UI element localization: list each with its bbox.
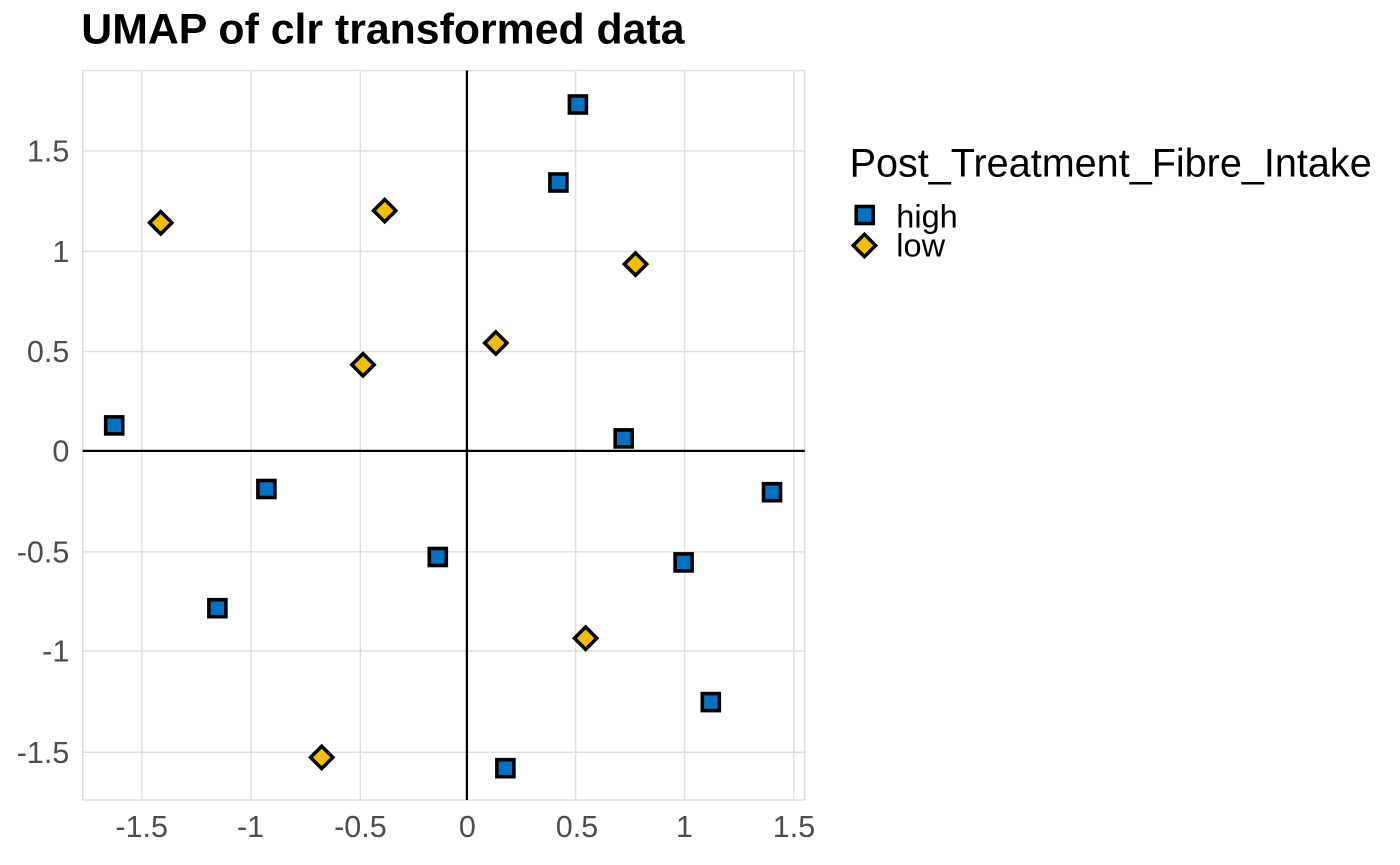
svg-text:-0.5: -0.5 [334, 810, 387, 844]
svg-text:high: high [896, 198, 957, 234]
svg-text:-1.5: -1.5 [115, 810, 168, 844]
svg-text:0: 0 [52, 435, 69, 469]
svg-text:1.5: 1.5 [27, 135, 69, 169]
svg-text:0.5: 0.5 [556, 810, 598, 844]
svg-text:-0.5: -0.5 [17, 535, 70, 569]
svg-text:-1.5: -1.5 [17, 736, 70, 770]
svg-text:1: 1 [52, 235, 69, 269]
svg-text:0.5: 0.5 [27, 335, 69, 369]
svg-text:Post_Treatment_Fibre_Intake: Post_Treatment_Fibre_Intake [850, 141, 1372, 185]
svg-text:-1: -1 [42, 635, 69, 669]
svg-text:1.5: 1.5 [773, 810, 815, 844]
svg-text:-1: -1 [237, 810, 264, 844]
svg-text:low: low [896, 227, 945, 263]
svg-text:1: 1 [676, 810, 693, 844]
svg-text:0: 0 [459, 810, 476, 844]
svg-text:UMAP of clr transformed data: UMAP of clr transformed data [81, 6, 685, 54]
